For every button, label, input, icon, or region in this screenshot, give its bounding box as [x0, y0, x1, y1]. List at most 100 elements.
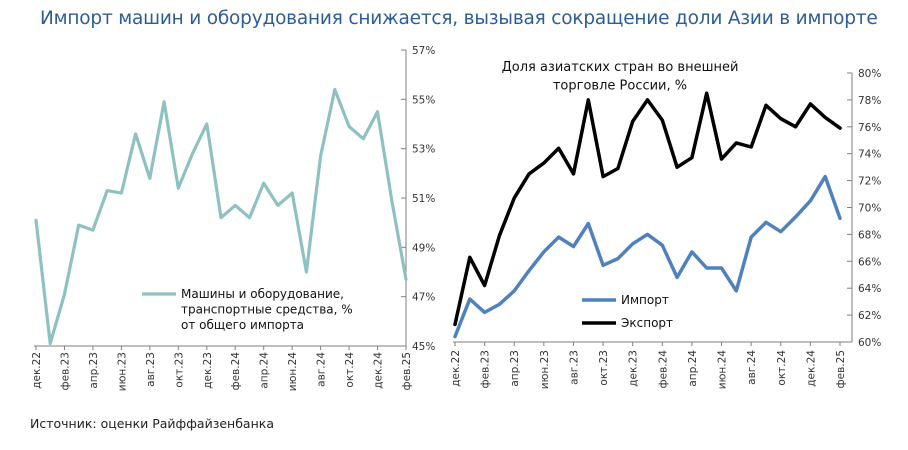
legend-label-line: транспортные средства, %: [181, 303, 353, 317]
data-point: [468, 297, 471, 301]
data-point: [720, 266, 723, 270]
data-point: [572, 172, 575, 176]
data-point: [764, 104, 768, 107]
x-tick-label: июн.24: [287, 352, 299, 392]
data-point: [705, 266, 708, 270]
data-point: [347, 125, 351, 128]
data-point: [248, 216, 251, 219]
data-point: [690, 250, 694, 254]
y-tick-label: 55%: [412, 94, 435, 106]
data-point: [809, 199, 812, 202]
x-tick-label: дек.23: [628, 350, 640, 387]
data-point: [720, 157, 723, 161]
data-point: [49, 342, 52, 345]
data-point: [177, 186, 180, 190]
y-tick-label: 57%: [412, 45, 435, 57]
x-tick-label: фев.24: [230, 352, 242, 391]
data-point: [362, 137, 365, 140]
chart-title-line: торговле России, %: [553, 79, 687, 94]
data-point: [513, 196, 516, 200]
data-point: [750, 145, 753, 149]
x-tick-label: апр.23: [509, 350, 521, 387]
y-tick-label: 60%: [858, 337, 881, 349]
data-point: [616, 257, 620, 260]
y-tick-label: 80%: [858, 68, 881, 80]
data-point: [838, 126, 842, 130]
x-tick-label: июн.24: [717, 350, 729, 390]
right-chart-asia-trade-share: 60% 62% 64% 66% 68% 70% 72% 74% 76% 78% 80% дек.22 ф…: [450, 60, 881, 389]
y-tick-label: 45%: [412, 341, 435, 353]
data-point: [77, 223, 80, 227]
data-point: [616, 167, 620, 170]
data-point: [675, 166, 679, 169]
data-point: [63, 293, 66, 296]
x-tick-label: дек.24: [373, 352, 385, 389]
data-point: [601, 264, 605, 267]
data-point: [646, 98, 649, 102]
data-point: [262, 182, 265, 185]
data-point: [631, 242, 634, 245]
y-tick-label: 76%: [858, 122, 881, 134]
x-tick-label: окт.24: [344, 352, 356, 388]
data-point: [557, 147, 560, 150]
x-tick-label: фев.25: [835, 350, 847, 388]
data-point: [735, 289, 738, 293]
x-tick-label: дек.22: [450, 350, 462, 387]
left-chart-machinery-share: 45% 47% 49% 51% 53% 55% 57% дек.22 фев.23 апр.23 и…: [31, 45, 435, 391]
data-point: [587, 98, 590, 102]
x-tick-label: июн.23: [539, 350, 551, 389]
data-point: [498, 234, 501, 237]
data-point: [453, 335, 457, 338]
data-point: [404, 278, 408, 281]
x-tick-label: авг.24: [746, 350, 758, 385]
x-tick-label: фев.23: [480, 350, 492, 388]
x-tick-label: авг.23: [568, 350, 580, 385]
data-point: [483, 311, 486, 314]
data-point: [276, 204, 280, 207]
data-point: [291, 191, 294, 195]
data-point: [305, 270, 308, 274]
data-point: [838, 217, 842, 220]
y-tick-label: 72%: [858, 176, 881, 188]
data-point: [779, 117, 782, 120]
y-tick-label: 62%: [858, 310, 881, 322]
page-title: Импорт машин и оборудования снижается, в…: [40, 8, 878, 29]
x-tick-label: апр.24: [259, 352, 271, 389]
data-point: [661, 118, 664, 122]
data-point: [750, 235, 753, 239]
x-tick-label: апр.24: [687, 350, 699, 387]
data-point: [542, 250, 545, 254]
data-point: [376, 110, 379, 113]
data-point: [572, 245, 575, 248]
x-tick-label: дек.22: [31, 352, 43, 389]
data-point: [779, 230, 782, 233]
y-tick-label: 78%: [858, 95, 881, 107]
x-tick-label: авг.23: [145, 352, 157, 387]
data-point: [513, 289, 516, 293]
data-point: [134, 132, 137, 136]
data-point: [764, 221, 768, 224]
data-point: [824, 175, 827, 178]
x-tick-label: дек.24: [805, 350, 817, 387]
x-tick-label: фев.23: [59, 352, 71, 390]
y-tick-label: 68%: [858, 229, 881, 241]
data-point: [794, 125, 797, 128]
data-point: [705, 92, 708, 95]
y-tick-label: 51%: [412, 193, 435, 205]
y-tick-label: 53%: [412, 144, 435, 156]
data-point: [675, 276, 679, 279]
y-tick-label: 74%: [858, 149, 881, 161]
x-tick-label: июн.23: [116, 352, 128, 391]
x-tick-label: авг.24: [316, 352, 328, 387]
data-point: [234, 204, 237, 207]
legend-label-line: от общего импорта: [181, 318, 304, 332]
y-tick-label: 47%: [412, 292, 435, 304]
data-point: [162, 100, 166, 104]
y-tick-label: 64%: [858, 283, 881, 295]
source-note: Источник: оценки Райффайзенбанка: [30, 416, 274, 431]
data-point: [333, 88, 336, 91]
data-point: [542, 161, 545, 165]
data-point: [91, 228, 95, 232]
data-point: [498, 303, 501, 306]
